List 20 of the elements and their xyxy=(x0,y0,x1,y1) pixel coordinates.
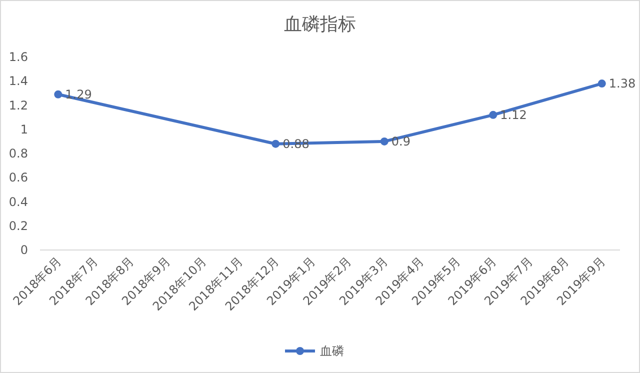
y-tick-label: 1.6 xyxy=(8,50,28,64)
y-tick-label: 0 xyxy=(20,243,28,257)
y-tick-label: 0.4 xyxy=(8,194,28,209)
y-tick-label: 0.8 xyxy=(8,146,28,160)
y-tick-label: 1.4 xyxy=(8,74,28,88)
point xyxy=(54,90,62,98)
y-tick-label: 0.6 xyxy=(8,170,28,185)
data-label: 1.38 xyxy=(608,76,636,91)
y-tick-label: 0.2 xyxy=(8,218,28,233)
data-label: 0.9 xyxy=(391,134,410,148)
y-tick-label: 1 xyxy=(20,122,28,136)
point xyxy=(598,80,606,88)
chart-title: 血磷指标 xyxy=(284,14,356,35)
data-label: 1.12 xyxy=(500,108,527,122)
point xyxy=(489,110,498,119)
point xyxy=(380,137,388,146)
data-label: 1.29 xyxy=(65,87,92,102)
point xyxy=(272,140,280,148)
y-tick-label: 1.2 xyxy=(8,98,28,112)
legend-label: 血磷 xyxy=(320,344,344,358)
